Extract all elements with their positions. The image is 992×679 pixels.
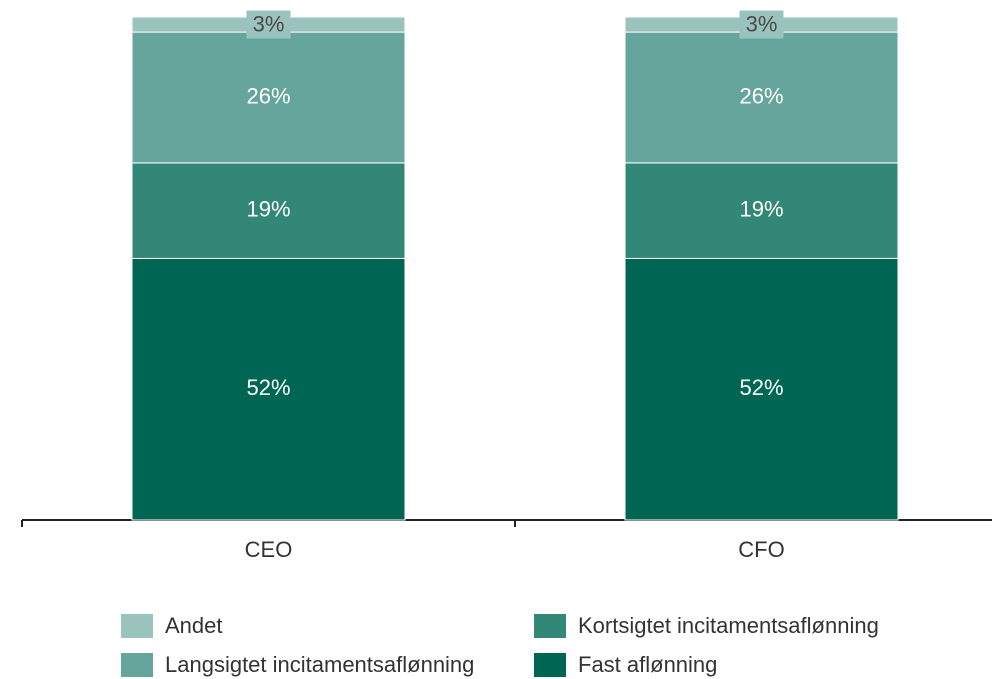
legend-label: Andet <box>165 613 223 638</box>
value-label: 3% <box>746 11 778 36</box>
label-background <box>246 10 291 39</box>
bar-segment <box>624 162 899 259</box>
value-label: 3% <box>253 11 285 36</box>
value-label: 52% <box>246 375 290 400</box>
value-label: 26% <box>739 83 783 108</box>
bar-segment <box>624 31 899 164</box>
legend-swatch <box>121 653 153 677</box>
x-tick-label: CEO <box>245 537 293 562</box>
value-label: 52% <box>739 375 783 400</box>
legend-swatch <box>534 653 566 677</box>
legend-label: Fast aflønning <box>578 652 717 677</box>
value-label: 26% <box>246 83 290 108</box>
legend-swatch <box>121 614 153 638</box>
bar-segment <box>131 257 406 521</box>
legend-swatch <box>534 614 566 638</box>
bar-segment <box>131 31 406 164</box>
value-label: 19% <box>246 196 290 221</box>
x-tick-label: CFO <box>738 537 784 562</box>
label-background <box>739 10 784 39</box>
legend-label: Kortsigtet incitamentsaflønning <box>578 613 879 638</box>
value-label: 19% <box>739 196 783 221</box>
bar-segment <box>624 257 899 521</box>
legend-label: Langsigtet incitamentsaflønning <box>165 652 474 677</box>
